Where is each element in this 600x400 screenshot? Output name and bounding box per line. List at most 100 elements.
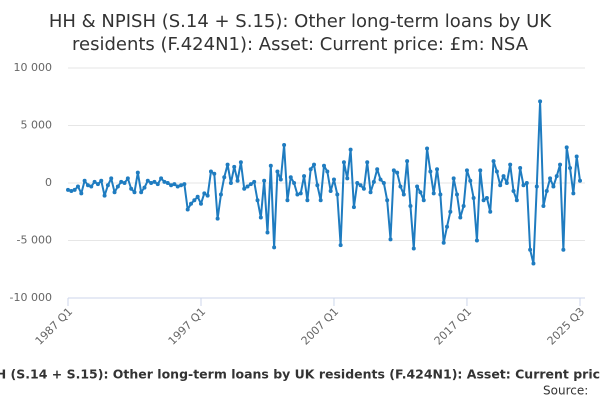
data-point — [149, 181, 154, 185]
data-point — [315, 183, 320, 188]
data-point — [232, 164, 237, 169]
data-point — [95, 182, 100, 187]
data-point — [551, 184, 556, 189]
data-point — [235, 178, 240, 183]
data-point — [288, 175, 293, 180]
data-point — [125, 176, 130, 181]
data-point — [272, 245, 277, 250]
data-point — [102, 193, 107, 198]
data-point — [454, 192, 459, 197]
data-point — [258, 215, 263, 220]
data-point — [145, 178, 150, 183]
y-tick-label: -5 000 — [17, 234, 52, 247]
data-point — [202, 191, 207, 196]
data-point — [388, 237, 393, 242]
data-point — [338, 243, 343, 248]
data-point — [504, 181, 509, 185]
plot-area — [66, 99, 582, 266]
data-point — [268, 163, 273, 168]
data-point — [478, 168, 483, 173]
data-point — [548, 176, 553, 181]
chart-title: residents (F.424N1): Asset: Current pric… — [72, 34, 529, 55]
data-point — [508, 162, 513, 167]
data-point — [378, 177, 383, 182]
data-point — [295, 192, 300, 197]
data-point — [365, 160, 370, 165]
data-point — [521, 183, 526, 188]
data-point — [135, 170, 140, 175]
data-point — [275, 169, 280, 174]
data-point — [345, 176, 350, 181]
data-point — [92, 179, 97, 184]
data-point — [421, 198, 426, 203]
data-point — [484, 195, 489, 200]
data-point — [411, 246, 416, 251]
data-point — [554, 174, 559, 179]
data-point — [544, 189, 549, 194]
data-point — [115, 184, 120, 189]
data-point — [79, 191, 84, 196]
data-point — [325, 169, 330, 174]
data-point — [112, 190, 117, 195]
data-point — [461, 204, 466, 208]
data-point — [448, 209, 453, 214]
data-point — [438, 192, 443, 197]
data-point — [208, 169, 213, 174]
data-point — [119, 179, 124, 184]
data-point — [514, 198, 519, 203]
data-point — [139, 190, 144, 195]
data-point — [222, 175, 227, 180]
data-point — [541, 204, 546, 208]
data-point — [574, 154, 579, 159]
data-point — [381, 181, 386, 185]
data-point — [474, 238, 479, 243]
data-point — [152, 179, 157, 184]
data-point — [335, 192, 340, 197]
data-point — [105, 183, 110, 188]
data-point — [82, 178, 87, 183]
x-tick-label: 1997 Q1 — [166, 305, 209, 348]
data-point — [278, 177, 283, 182]
data-point — [192, 198, 197, 203]
data-point — [375, 167, 380, 172]
data-point — [318, 198, 323, 203]
data-point — [212, 171, 217, 176]
data-point — [298, 191, 303, 196]
data-point — [189, 201, 194, 206]
data-point — [242, 186, 247, 191]
y-tick-label: 10 000 — [14, 61, 53, 74]
data-point — [142, 185, 147, 190]
data-point — [428, 169, 433, 174]
data-point — [578, 178, 582, 183]
data-point — [132, 190, 137, 195]
data-point — [328, 189, 333, 194]
data-point — [395, 170, 400, 175]
data-point — [129, 186, 134, 191]
data-point — [558, 162, 563, 167]
data-point — [169, 183, 174, 188]
data-point — [252, 179, 257, 184]
data-point — [302, 174, 307, 179]
data-point — [172, 182, 177, 187]
legend-entry: HH & NPISH (S.14 + S.15): Other long-ter… — [0, 367, 600, 382]
data-point — [445, 224, 450, 229]
data-point — [418, 190, 423, 195]
y-tick-label: -10 000 — [10, 291, 52, 304]
data-point — [511, 189, 516, 194]
data-point — [305, 198, 310, 203]
data-point — [185, 207, 190, 212]
data-point — [245, 184, 250, 189]
data-point — [159, 176, 164, 181]
data-point — [358, 183, 363, 188]
x-tick-label: 1987 Q1 — [33, 305, 76, 348]
data-point — [72, 187, 77, 192]
data-point — [561, 247, 566, 252]
data-point — [501, 174, 506, 179]
data-point — [179, 183, 184, 188]
data-point — [248, 182, 253, 187]
data-point — [564, 145, 569, 150]
data-point — [538, 99, 543, 104]
data-point — [109, 176, 114, 181]
